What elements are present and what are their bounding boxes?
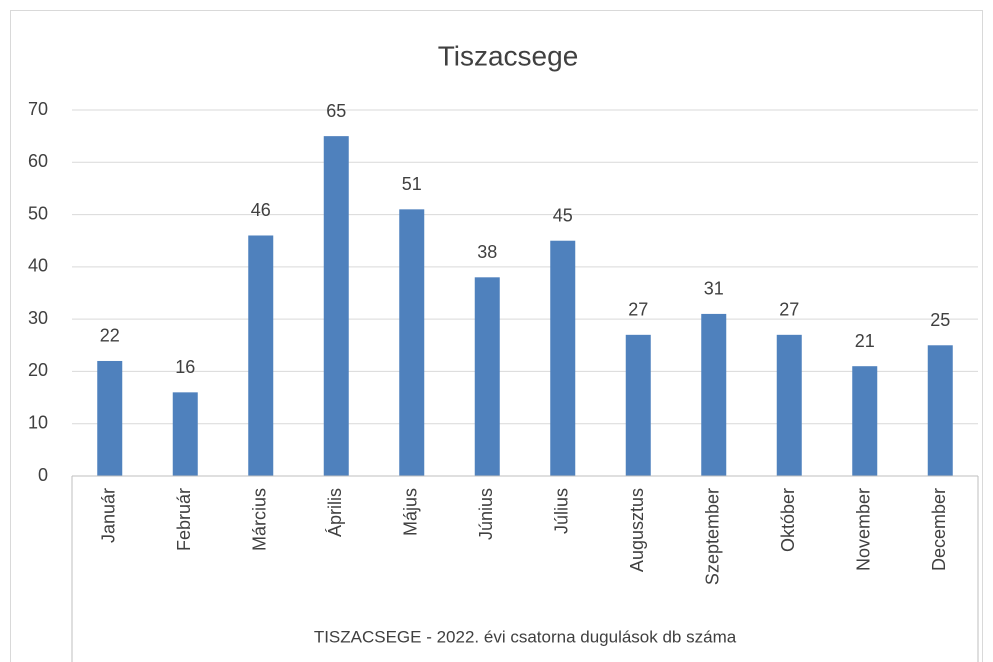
value-label: 65: [326, 101, 346, 121]
bar: [399, 209, 425, 477]
bar: [474, 277, 500, 476]
value-label: 27: [628, 300, 648, 320]
value-label: 27: [779, 300, 799, 320]
y-tick-label: 30: [28, 308, 48, 328]
bar: [550, 240, 576, 476]
value-label: 25: [930, 310, 950, 330]
x-tick-label: Május: [401, 488, 421, 536]
y-tick-label: 20: [28, 360, 48, 380]
x-tick-label: Július: [552, 488, 572, 534]
value-label: 51: [402, 174, 422, 194]
chart-title: Tiszacsege: [438, 40, 579, 71]
x-tick-label: Március: [250, 488, 270, 551]
x-tick-label: Január: [99, 488, 119, 543]
y-tick-label: 10: [28, 412, 48, 432]
bar: [852, 366, 878, 476]
value-label: 31: [704, 279, 724, 299]
value-label: 22: [100, 326, 120, 346]
bar: [97, 360, 123, 476]
x-tick-label: Április: [325, 488, 345, 537]
x-tick-label: Június: [476, 488, 496, 540]
bar: [248, 235, 274, 476]
x-tick-label: Szeptember: [703, 488, 723, 585]
y-tick-label: 70: [28, 99, 48, 119]
bar: [701, 313, 727, 476]
y-tick-label: 60: [28, 151, 48, 171]
value-label: 45: [553, 205, 573, 225]
y-tick-label: 50: [28, 203, 48, 223]
bar: [776, 334, 802, 476]
chart-border: [10, 10, 983, 662]
x-tick-label: Augusztus: [627, 488, 647, 572]
y-tick-label: 0: [38, 465, 48, 485]
bar: [625, 334, 651, 476]
value-label: 46: [251, 200, 271, 220]
x-tick-label: December: [929, 488, 949, 571]
value-label: 16: [175, 357, 195, 377]
y-tick-label: 40: [28, 256, 48, 276]
value-label: 38: [477, 242, 497, 262]
x-tick-label: Február: [174, 488, 194, 551]
x-axis-title: TISZACSEGE - 2022. évi csatorna duguláso…: [314, 627, 737, 646]
x-tick-label: Október: [778, 488, 798, 552]
bar: [323, 136, 349, 476]
x-tick-label: November: [854, 488, 874, 571]
bar: [927, 345, 953, 476]
bar: [172, 392, 198, 476]
value-label: 21: [855, 331, 875, 351]
